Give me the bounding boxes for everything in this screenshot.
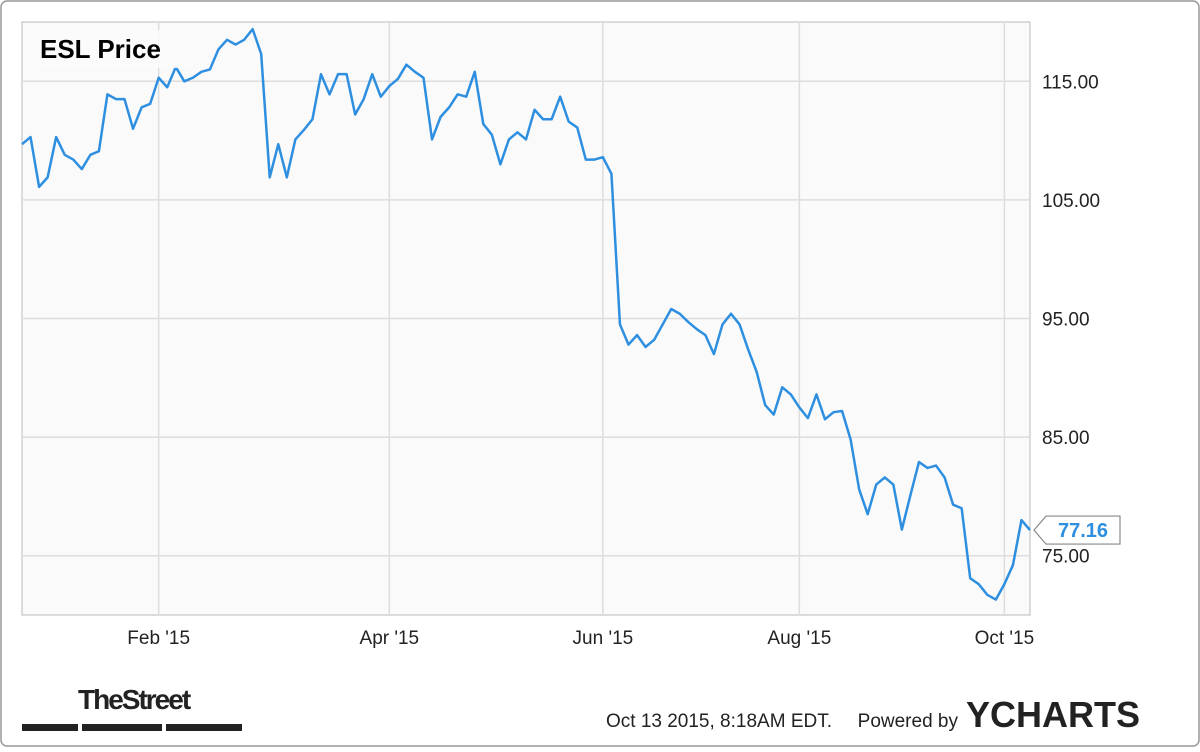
y-tick-label: 75.00 — [1042, 547, 1090, 568]
title-backdrop — [34, 30, 192, 68]
chart-title: ESL Price — [40, 34, 161, 64]
x-tick-label: Feb '15 — [127, 628, 190, 649]
source-logo: TheStreet — [78, 684, 191, 715]
y-tick-label: 85.00 — [1042, 428, 1090, 449]
logo-bar — [82, 724, 162, 731]
x-tick-label: Oct '15 — [975, 628, 1035, 649]
y-tick-label: 95.00 — [1042, 310, 1090, 331]
powered-by: Powered by — [858, 711, 959, 732]
brand: YCHARTS — [966, 694, 1140, 735]
y-tick-label: 115.00 — [1042, 72, 1099, 93]
x-tick-label: Apr '15 — [360, 628, 420, 649]
timestamp: Oct 13 2015, 8:18AM EDT. — [606, 711, 832, 732]
logo-bar — [166, 724, 242, 731]
x-tick-label: Aug '15 — [767, 628, 831, 649]
logo-bar — [22, 724, 78, 731]
last-value-label: 77.16 — [1058, 520, 1108, 542]
last-value-tag — [1033, 515, 1121, 545]
price-line — [21, 27, 1031, 601]
y-tick-label: 105.00 — [1042, 191, 1100, 212]
x-tick-label: Jun '15 — [573, 628, 634, 649]
